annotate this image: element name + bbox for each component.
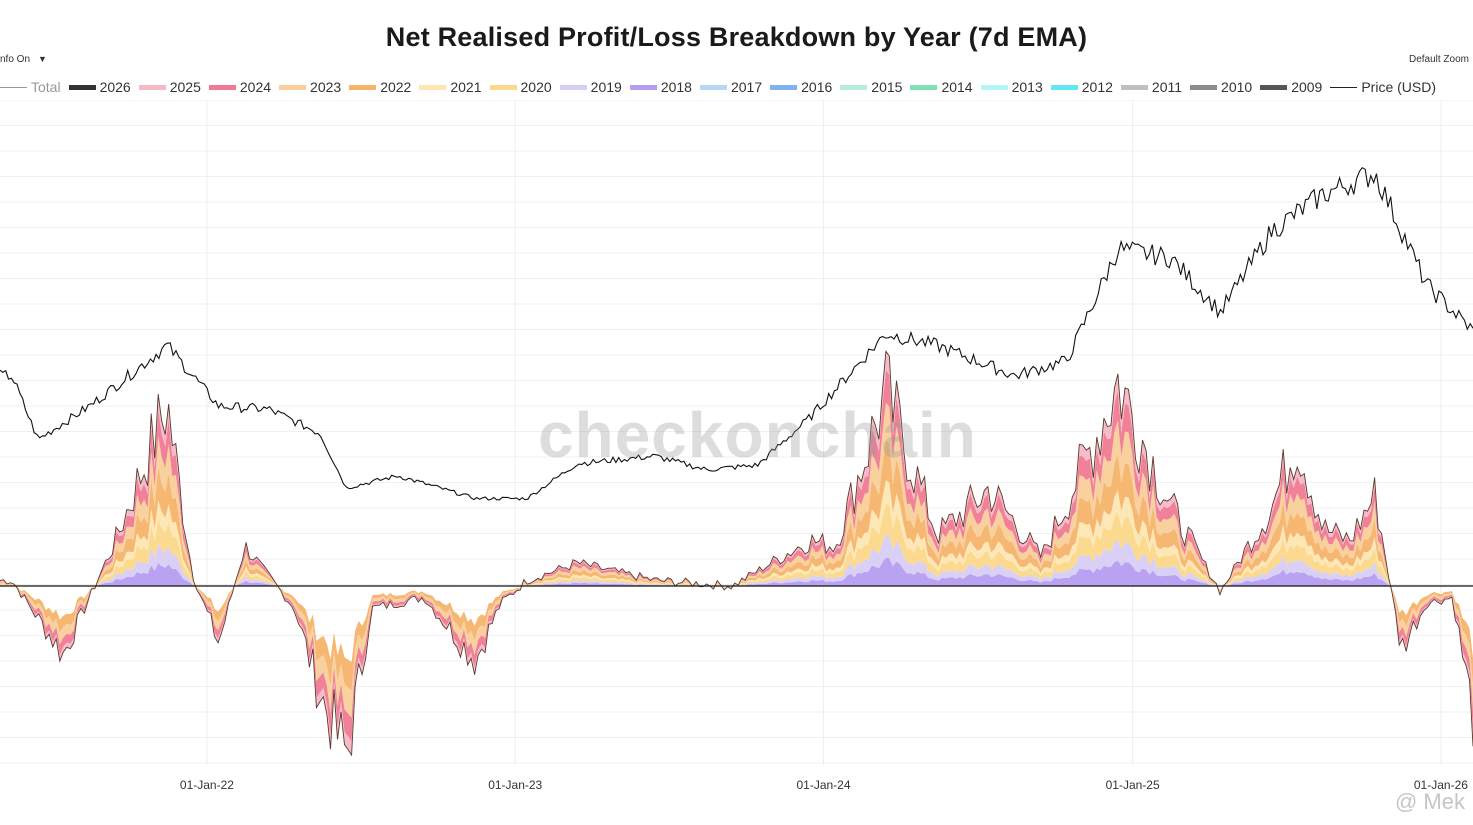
legend-swatch [279, 84, 307, 90]
legend-swatch [980, 84, 1008, 90]
legend-label: 2009 [1291, 79, 1323, 95]
legend-item-2025[interactable]: 2025 [138, 79, 201, 95]
legend-label: 2018 [660, 79, 692, 95]
legend-item-total[interactable]: Total [0, 79, 61, 95]
legend-label: 2019 [590, 79, 622, 95]
legend-item-2021[interactable]: 2021 [419, 79, 482, 95]
legend-swatch [1330, 86, 1358, 88]
legend-label: 2011 [1151, 79, 1183, 95]
legend-item-2015[interactable]: 2015 [840, 79, 902, 95]
legend-label: 2012 [1081, 79, 1113, 95]
legend-item-2023[interactable]: 2023 [279, 79, 341, 95]
pl-band-2 [0, 503, 1473, 624]
legend-label: 2020 [520, 79, 552, 95]
legend-item-2010[interactable]: 2010 [1190, 79, 1252, 95]
legend-item-2009[interactable]: 2009 [1260, 79, 1322, 95]
legend-swatch [559, 84, 587, 90]
legend-item-2026[interactable]: 2026 [68, 79, 131, 95]
pl-band-4 [0, 440, 1473, 691]
legend-label: 2024 [239, 79, 272, 95]
legend-swatch [489, 84, 517, 90]
pl-band-1 [0, 534, 1473, 607]
legend-item-2012[interactable]: 2012 [1050, 79, 1113, 95]
legend-swatch [840, 84, 868, 90]
x-tick-label: 01-Jan-23 [488, 778, 542, 792]
watermark: checkonchain [538, 399, 977, 471]
legend-label: 2010 [1221, 79, 1253, 95]
info-toggle-label: nfo On [0, 54, 31, 65]
info-toggle-button[interactable]: nfo On ▼ [0, 54, 47, 65]
legend-swatch [910, 84, 938, 90]
legend-swatch [699, 84, 727, 90]
legend-swatch [770, 84, 798, 90]
pl-band-5 [0, 402, 1473, 718]
credit-watermark: @ Mek [1394, 789, 1465, 814]
legend-item-2016[interactable]: 2016 [770, 79, 832, 95]
legend-swatch [1260, 84, 1288, 90]
legend-label: Price (USD) [1361, 79, 1437, 95]
legend-item-2011[interactable]: 2011 [1120, 79, 1183, 95]
legend-swatch [1120, 84, 1148, 90]
legend-swatch [1050, 84, 1078, 90]
pl-band-3 [0, 480, 1473, 646]
legend-item-2013[interactable]: 2013 [980, 79, 1043, 95]
legend-item-2019[interactable]: 2019 [559, 79, 622, 95]
legend-label: 2021 [450, 79, 482, 95]
x-tick-label: 01-Jan-22 [180, 778, 234, 792]
legend-swatch [0, 86, 27, 88]
x-tick-label: 01-Jan-24 [796, 778, 850, 792]
legend-item-2017[interactable]: 2017 [699, 79, 763, 95]
legend-item-2022[interactable]: 2022 [349, 79, 411, 95]
legend-label: 2022 [380, 79, 412, 95]
legend-label: 2013 [1011, 79, 1043, 95]
legend-item-2020[interactable]: 2020 [489, 79, 552, 95]
legend-swatch [419, 84, 447, 90]
pl-band-0 [0, 557, 1473, 586]
legend-swatch [68, 84, 96, 90]
legend-item-2018[interactable]: 2018 [629, 79, 692, 95]
legend-label: Total [31, 79, 61, 95]
legend-label: 2025 [169, 79, 201, 95]
legend-swatch [208, 84, 236, 90]
chevron-down-icon: ▼ [38, 54, 47, 64]
legend-label: 2016 [801, 79, 833, 95]
legend-swatch [349, 84, 377, 90]
legend-label: 2017 [730, 79, 763, 95]
legend-swatch [629, 84, 657, 90]
legend-label: 2015 [871, 79, 903, 95]
legend-label: 2023 [310, 79, 342, 95]
legend-item-2014[interactable]: 2014 [910, 79, 973, 95]
legend-item-2024[interactable]: 2024 [208, 79, 272, 95]
legend-swatch [1190, 84, 1218, 90]
series-price-line [0, 166, 1473, 501]
x-tick-label: 01-Jan-26 [1414, 778, 1468, 792]
legend: Total 2026 2025 2024 2023 2022 2021 2020 2019 201… [0, 78, 1444, 96]
legend-label: 2014 [941, 79, 973, 95]
chart-plot-area[interactable]: 01-Jan-22 01-Jan-23 01-Jan-24 01-Jan-25 01-J… [0, 100, 1473, 800]
legend-item-price-usd-[interactable]: Price (USD) [1330, 79, 1436, 95]
x-tick-label: 01-Jan-25 [1106, 778, 1160, 792]
default-zoom-button[interactable]: Default Zoom [1408, 54, 1469, 65]
chart-title: Net Realised Profit/Loss Breakdown by Ye… [385, 22, 1088, 52]
legend-label: 2026 [99, 79, 131, 95]
series-total-line [0, 350, 1473, 757]
legend-swatch [138, 84, 166, 90]
